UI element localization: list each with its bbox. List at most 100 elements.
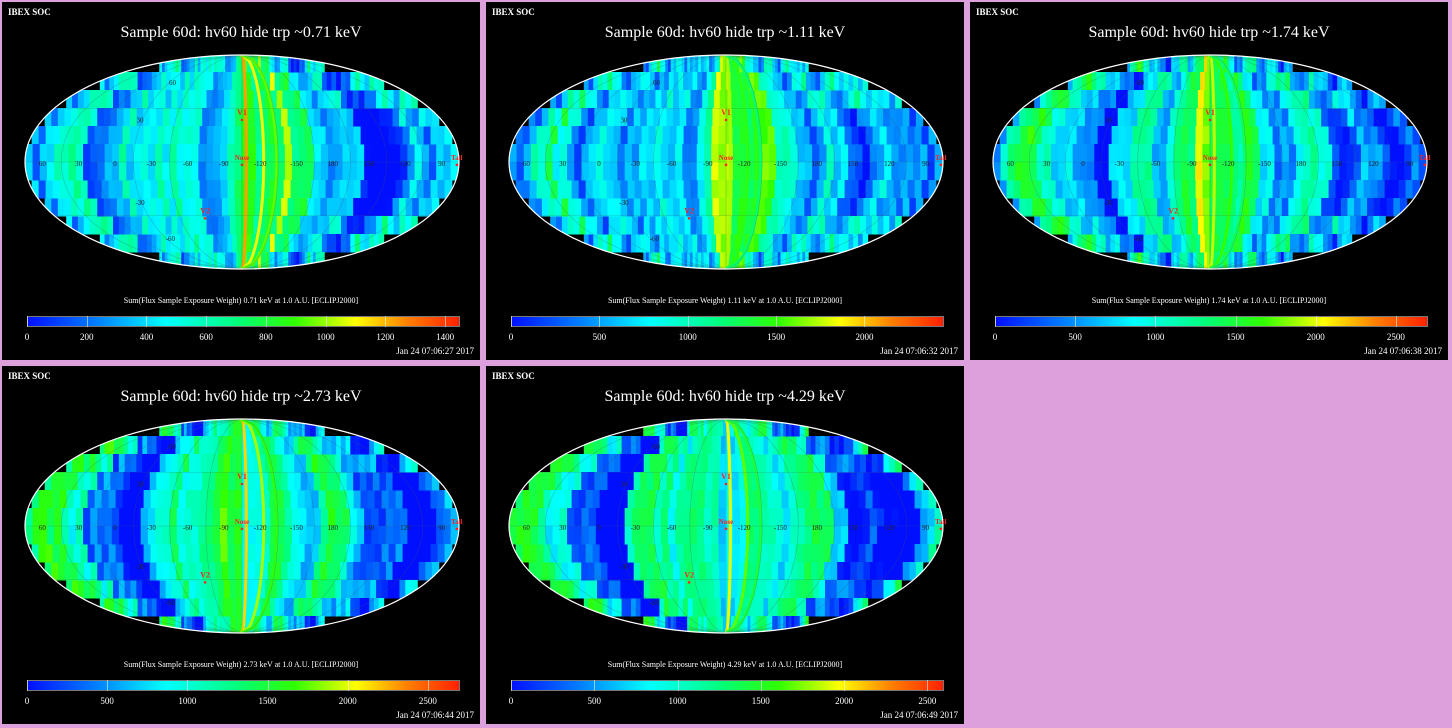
lon-tick-label: 120 xyxy=(884,524,895,532)
marker-dot xyxy=(240,163,244,167)
colorbar xyxy=(27,316,460,327)
lon-tick-label: 0 xyxy=(113,160,117,168)
lon-tick-label: 150 xyxy=(364,160,375,168)
timestamp: Jan 24 07:06:38 2017 xyxy=(1364,346,1442,356)
colorbar-tick-line xyxy=(1235,316,1237,327)
marker-dot xyxy=(724,527,728,531)
lon-tick-label: -60 xyxy=(667,524,677,532)
map-panel: IBEX SOC Sample 60d: hv60 hide trp ~4.29 … xyxy=(486,366,964,724)
lon-tick-label: -30 xyxy=(631,160,641,168)
colorbar-tick-label: 0 xyxy=(992,332,998,342)
marker-tail: Tail xyxy=(451,154,462,162)
lon-tick-label: 30 xyxy=(75,524,83,532)
colorbar-tick-line xyxy=(511,680,512,691)
colorbar-tick-line xyxy=(864,316,866,327)
lon-tick-label: 0 xyxy=(113,524,117,532)
lon-tick-label: 60 xyxy=(1007,160,1015,168)
colorbar-tick-line xyxy=(599,316,601,327)
colorbar-tick-line xyxy=(427,680,429,691)
lon-tick-label: 60 xyxy=(39,524,47,532)
colorbar-tick-line xyxy=(594,680,596,691)
lon-tick-label: 180 xyxy=(327,160,338,168)
colorbar-tick-line xyxy=(347,680,349,691)
chart-title: Sample 60d: hv60 hide trp ~2.73 keV xyxy=(120,388,362,405)
lon-tick-label: -120 xyxy=(738,524,751,532)
lon-tick-label: 90 xyxy=(438,524,446,532)
soc-header: IBEX SOC xyxy=(492,7,535,17)
lon-tick-label: -90 xyxy=(703,524,713,532)
lon-tick-label: 90 xyxy=(922,160,930,168)
lon-tick-label: 150 xyxy=(848,160,859,168)
marker-dot xyxy=(240,118,244,122)
colorbar-tick-label: 2500 xyxy=(418,696,437,706)
colorbar-tick-label: 2500 xyxy=(918,696,937,706)
colorbar-ticks: 0 200 400 600 800 1000 1200 1400 xyxy=(25,332,460,344)
colorbar xyxy=(27,680,460,691)
colorbar-tick-line xyxy=(511,316,512,327)
colorbar-tick-line xyxy=(995,316,996,327)
lat-tick-label: -60 xyxy=(650,599,660,607)
lon-tick-label: -120 xyxy=(1222,160,1235,168)
lat-tick-label: -30 xyxy=(135,563,145,571)
lon-tick-label: -150 xyxy=(774,160,787,168)
lon-tick-label: -60 xyxy=(667,160,677,168)
lat-tick-label: -60 xyxy=(166,235,176,243)
colorbar-label: Sum(Flux Sample Exposure Weight) 0.71 ke… xyxy=(123,296,359,305)
lon-tick-label: -60 xyxy=(183,524,193,532)
lat-tick-label: -60 xyxy=(1134,235,1144,243)
colorbar-ticks: 0 500 1000 1500 2000 2500 xyxy=(509,696,944,708)
lat-tick-label: -30 xyxy=(135,199,145,207)
lon-tick-label: -90 xyxy=(219,160,229,168)
colorbar xyxy=(995,316,1428,327)
lon-tick-label: 30 xyxy=(559,160,567,168)
lat-tick-label: 60 xyxy=(169,443,177,451)
marker-dot xyxy=(240,527,244,531)
colorbar-tick-line xyxy=(687,316,689,327)
lat-tick-label: -60 xyxy=(650,235,660,243)
marker-v2: V2 xyxy=(684,206,694,215)
colorbar-tick-line xyxy=(265,316,267,327)
lat-tick-label: 30 xyxy=(1105,116,1113,124)
marker-tail: Tail xyxy=(451,518,462,526)
colorbar-tick-line xyxy=(445,316,447,327)
colorbar-tick-label: 500 xyxy=(1068,332,1082,342)
colorbar-tick-line xyxy=(267,680,269,691)
colorbar-tick-label: 2000 xyxy=(1306,332,1325,342)
colorbar-tick-line xyxy=(86,316,88,327)
timestamp: Jan 24 07:06:44 2017 xyxy=(396,710,474,720)
lon-tick-label: -30 xyxy=(1115,160,1125,168)
lon-tick-label: -150 xyxy=(774,524,787,532)
colorbar-label: Sum(Flux Sample Exposure Weight) 2.73 ke… xyxy=(123,660,359,669)
colorbar-tick-label: 1500 xyxy=(767,332,786,342)
lon-tick-label: -90 xyxy=(1187,160,1197,168)
lon-tick-label: 0 xyxy=(597,524,601,532)
colorbar-ticks: 0 500 1000 1500 2000 xyxy=(509,332,944,344)
marker-dot xyxy=(687,217,691,220)
colorbar-tick-label: 2000 xyxy=(338,696,357,706)
map-panel: IBEX SOC Sample 60d: hv60 hide trp ~2.73 … xyxy=(2,366,480,724)
lon-tick-label: -60 xyxy=(183,160,193,168)
colorbar-tick-label: 2000 xyxy=(835,696,854,706)
marker-dot xyxy=(203,581,207,584)
marker-dot xyxy=(1208,118,1212,122)
map-panel: IBEX SOC Sample 60d: hv60 hide trp ~1.74 … xyxy=(970,2,1448,360)
colorbar-tick-label: 1500 xyxy=(258,696,277,706)
map-panel: IBEX SOC Sample 60d: hv60 hide trp ~1.11 … xyxy=(486,2,964,360)
marker-tail: Tail xyxy=(1419,154,1430,162)
marker-v1: V1 xyxy=(721,108,731,117)
lat-tick-label: 30 xyxy=(621,480,629,488)
marker-tail: Tail xyxy=(935,518,946,526)
colorbar-ticks: 0 500 1000 1500 2000 2500 xyxy=(992,332,1428,344)
marker-dot xyxy=(1208,163,1212,167)
marker-nose: Nose xyxy=(1203,154,1217,162)
lat-tick-label: 60 xyxy=(653,79,661,87)
mollweide-map: 60 30 0 -30 -60 -90 -120 -150 180 150 120 90 60 30 -30… xyxy=(508,54,947,270)
colorbar-tick-line xyxy=(206,316,208,327)
marker-v2: V2 xyxy=(684,570,694,579)
colorbar-tick-line xyxy=(27,680,28,691)
lon-tick-label: -150 xyxy=(290,524,303,532)
chart-title: Sample 60d: hv60 hide trp ~4.29 keV xyxy=(604,388,846,405)
colorbar-tick-label: 200 xyxy=(79,332,94,342)
lon-tick-label: 60 xyxy=(39,160,47,168)
colorbar-tick-label: 1500 xyxy=(1226,332,1245,342)
